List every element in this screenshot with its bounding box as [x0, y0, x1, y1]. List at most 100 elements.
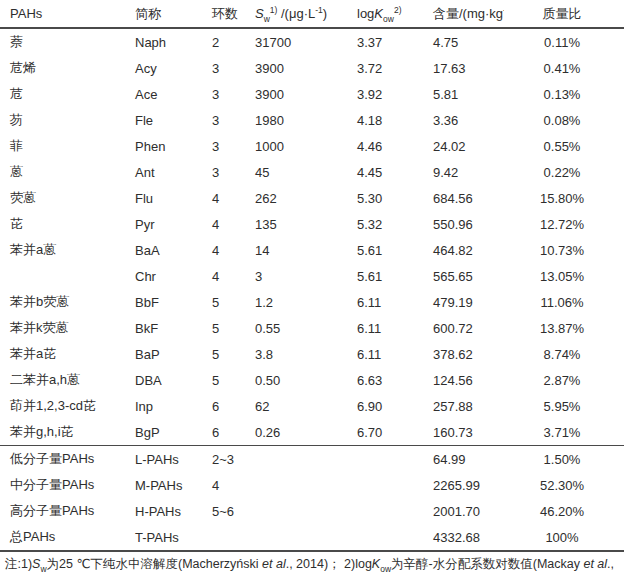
cell-content: 5.81	[423, 81, 504, 107]
col-header-mass-fraction: 质量比	[504, 0, 624, 28]
pah-properties-table: PAHs 简称 环数 Sw1) /(μg·L-1) logKow2) 含量/(m…	[0, 0, 624, 552]
cell-water-solubility	[245, 498, 347, 524]
cell-mass-fraction: 15.80%	[504, 185, 624, 211]
cell-water-solubility: 262	[245, 185, 347, 211]
table-header: PAHs 简称 环数 Sw1) /(μg·L-1) logKow2) 含量/(m…	[0, 0, 624, 28]
cell-content: 479.19	[423, 289, 504, 315]
cell-water-solubility: 1000	[245, 133, 347, 159]
cell-mass-fraction: 0.08%	[504, 107, 624, 133]
table-row: 苯并a蒽 BaA 4 14 5.61 464.82 10.73%	[0, 237, 624, 263]
table-row: 苯并b荧蒽 BbF 5 1.2 6.11 479.19 11.06%	[0, 289, 624, 315]
table-row: 茚并1,2,3-cd芘 Inp 6 62 6.90 257.88 5.95%	[0, 393, 624, 419]
cell-mass-fraction: 1.50%	[504, 446, 624, 473]
cell-abbreviation: L-PAHs	[125, 446, 202, 473]
cell-mass-fraction: 8.74%	[504, 341, 624, 367]
cell-water-solubility: 3.8	[245, 341, 347, 367]
cell-abbreviation: BaP	[125, 341, 202, 367]
cell-logkow: 4.45	[347, 159, 423, 185]
cell-ring-count: 4	[202, 472, 245, 498]
cell-pah-name: 芘	[0, 211, 125, 237]
cell-logkow: 6.90	[347, 393, 423, 419]
cell-pah-name: 菲	[0, 133, 125, 159]
cell-mass-fraction: 0.41%	[504, 55, 624, 81]
cell-abbreviation: T-PAHs	[125, 524, 202, 551]
cell-ring-count: 2~3	[202, 446, 245, 473]
cell-ring-count: 5~6	[202, 498, 245, 524]
cell-ring-count: 3	[202, 81, 245, 107]
cell-ring-count: 5	[202, 367, 245, 393]
header-row: PAHs 简称 环数 Sw1) /(μg·L-1) logKow2) 含量/(m…	[0, 0, 624, 28]
cell-pah-name: 芴	[0, 107, 125, 133]
col-header-pahs: PAHs	[0, 0, 125, 28]
cell-logkow: 3.72	[347, 55, 423, 81]
cell-mass-fraction: 100%	[504, 524, 624, 551]
cell-content: 64.99	[423, 446, 504, 473]
cell-content: 4332.68	[423, 524, 504, 551]
cell-content: 464.82	[423, 237, 504, 263]
cell-content: 550.96	[423, 211, 504, 237]
cell-pah-name: 高分子量PAHs	[0, 498, 125, 524]
table-row: 菲 Phen 3 1000 4.46 24.02 0.55%	[0, 133, 624, 159]
cell-water-solubility	[245, 524, 347, 551]
cell-ring-count: 5	[202, 289, 245, 315]
cell-pah-name: 茚并1,2,3-cd芘	[0, 393, 125, 419]
cell-pah-name	[0, 263, 125, 289]
cell-abbreviation: Acy	[125, 55, 202, 81]
cell-logkow: 4.46	[347, 133, 423, 159]
cell-water-solubility: 3900	[245, 55, 347, 81]
table-row: 苊烯 Acy 3 3900 3.72 17.63 0.41%	[0, 55, 624, 81]
table-row: Chr 4 3 5.61 565.65 13.05%	[0, 263, 624, 289]
summary-pah-rows: 低分子量PAHs L-PAHs 2~3 64.99 1.50% 中分子量PAHs…	[0, 446, 624, 552]
table-row: 苯并k荧蒽 BkF 5 0.55 6.11 600.72 13.87%	[0, 315, 624, 341]
cell-content: 24.02	[423, 133, 504, 159]
cell-content: 600.72	[423, 315, 504, 341]
cell-ring-count	[202, 524, 245, 551]
col-header-content: 含量/(mg·kg-1)	[423, 0, 504, 28]
table-row: 芴 Fle 3 1980 4.18 3.36 0.08%	[0, 107, 624, 133]
cell-ring-count: 3	[202, 55, 245, 81]
table-row: 萘 Naph 2 31700 3.37 4.75 0.11%	[0, 28, 624, 55]
cell-ring-count: 4	[202, 237, 245, 263]
cell-ring-count: 3	[202, 133, 245, 159]
cell-mass-fraction: 3.71%	[504, 419, 624, 446]
cell-mass-fraction: 12.72%	[504, 211, 624, 237]
cell-water-solubility	[245, 472, 347, 498]
cell-logkow: 5.32	[347, 211, 423, 237]
cell-logkow: 5.61	[347, 237, 423, 263]
cell-content: 17.63	[423, 55, 504, 81]
table-row: 芘 Pyr 4 135 5.32 550.96 12.72%	[0, 211, 624, 237]
cell-water-solubility: 1.2	[245, 289, 347, 315]
cell-abbreviation: Flu	[125, 185, 202, 211]
col-header-abbreviation: 简称	[125, 0, 202, 28]
cell-abbreviation: BaA	[125, 237, 202, 263]
cell-content: 9.42	[423, 159, 504, 185]
cell-logkow: 3.92	[347, 81, 423, 107]
cell-ring-count: 5	[202, 341, 245, 367]
cell-logkow: 4.18	[347, 107, 423, 133]
cell-mass-fraction: 13.87%	[504, 315, 624, 341]
cell-water-solubility: 0.55	[245, 315, 347, 341]
cell-content: 160.73	[423, 419, 504, 446]
cell-pah-name: 萘	[0, 28, 125, 55]
cell-abbreviation: BkF	[125, 315, 202, 341]
table-row: 蒽 Ant 3 45 4.45 9.42 0.22%	[0, 159, 624, 185]
cell-water-solubility: 135	[245, 211, 347, 237]
cell-mass-fraction: 0.13%	[504, 81, 624, 107]
cell-logkow	[347, 498, 423, 524]
cell-ring-count: 5	[202, 315, 245, 341]
cell-abbreviation: Phen	[125, 133, 202, 159]
cell-ring-count: 4	[202, 211, 245, 237]
footnote: 注:1)Sw为25 ℃下纯水中溶解度(Macherzyński et al., …	[0, 556, 624, 572]
cell-abbreviation: DBA	[125, 367, 202, 393]
col-header-ring-count: 环数	[202, 0, 245, 28]
cell-water-solubility: 45	[245, 159, 347, 185]
cell-ring-count: 3	[202, 159, 245, 185]
table-row: 二苯并a,h蒽 DBA 5 0.50 6.63 124.56 2.87%	[0, 367, 624, 393]
cell-pah-name: 苯并b荧蒽	[0, 289, 125, 315]
cell-pah-name: 苯并k荧蒽	[0, 315, 125, 341]
cell-water-solubility: 3900	[245, 81, 347, 107]
cell-logkow	[347, 524, 423, 551]
cell-abbreviation: BgP	[125, 419, 202, 446]
cell-logkow: 5.61	[347, 263, 423, 289]
cell-pah-name: 苊烯	[0, 55, 125, 81]
